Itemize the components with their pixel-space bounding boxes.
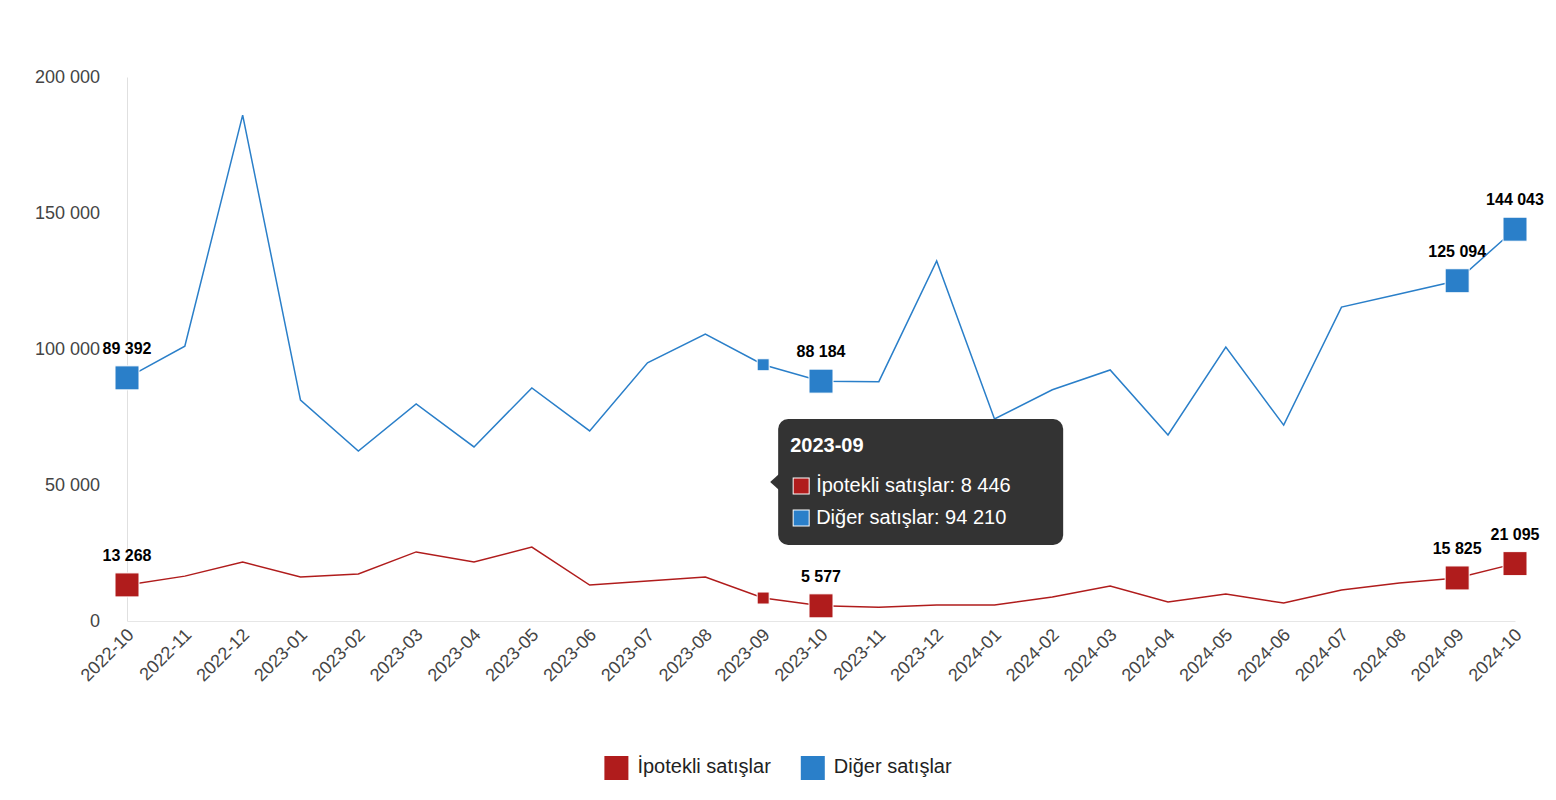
data-label: 21 095 bbox=[1491, 526, 1540, 543]
x-tick-label: 2024-04 bbox=[1118, 625, 1179, 686]
tooltip-line: İpotekli satışlar: 8 446 bbox=[816, 474, 1011, 496]
hover-marker[interactable] bbox=[757, 592, 769, 604]
x-tick: 2024-08 bbox=[1349, 621, 1410, 685]
point-marker[interactable] bbox=[115, 366, 139, 390]
x-tick-label: 2022-10 bbox=[77, 625, 138, 686]
legend-label: Diğer satışlar bbox=[834, 755, 952, 777]
x-tick-label: 2024-05 bbox=[1176, 625, 1237, 686]
x-tick: 2022-12 bbox=[192, 621, 253, 685]
x-tick-label: 2023-01 bbox=[250, 625, 311, 686]
x-tick-label: 2023-04 bbox=[424, 625, 485, 686]
y-tick: 200 000 bbox=[35, 67, 127, 87]
tooltip-box bbox=[778, 419, 1063, 545]
x-tick-label: 2023-07 bbox=[597, 625, 658, 686]
x-tick: 2022-10 bbox=[77, 621, 138, 685]
x-tick: 2022-11 bbox=[135, 621, 195, 684]
data-label: 88 184 bbox=[797, 343, 846, 360]
legend-item[interactable]: İpotekli satışlar bbox=[604, 755, 771, 780]
data-label: 5 577 bbox=[801, 568, 841, 585]
y-tick: 150 000 bbox=[35, 203, 127, 223]
x-tick: 2023-03 bbox=[366, 621, 427, 685]
x-tick: 2024-09 bbox=[1407, 621, 1468, 685]
y-tick-label: 50 000 bbox=[45, 475, 100, 495]
x-tick-label: 2022-12 bbox=[192, 625, 253, 686]
x-tick: 2023-12 bbox=[886, 621, 947, 685]
x-tick: 2023-02 bbox=[308, 621, 369, 685]
x-tick-label: 2024-09 bbox=[1407, 625, 1468, 686]
data-label: 125 094 bbox=[1428, 243, 1486, 260]
tooltip-swatch bbox=[793, 510, 809, 526]
x-tick: 2024-05 bbox=[1176, 621, 1237, 685]
y-tick-label: 200 000 bbox=[35, 67, 100, 87]
point-marker[interactable] bbox=[809, 369, 833, 393]
x-tick-label: 2023-02 bbox=[308, 625, 369, 686]
x-tick: 2023-01 bbox=[250, 621, 311, 685]
x-tick-label: 2024-08 bbox=[1349, 625, 1410, 686]
x-tick: 2024-10 bbox=[1465, 621, 1526, 685]
x-tick-label: 2024-07 bbox=[1291, 625, 1352, 686]
x-tick-label: 2023-03 bbox=[366, 625, 427, 686]
x-tick-label: 2023-12 bbox=[886, 625, 947, 686]
x-tick-label: 2023-10 bbox=[771, 625, 832, 686]
x-tick-label: 2023-08 bbox=[655, 625, 716, 686]
y-tick-label: 150 000 bbox=[35, 203, 100, 223]
x-tick: 2023-06 bbox=[539, 621, 600, 685]
point-marker[interactable] bbox=[1503, 217, 1527, 241]
y-tick-label: 0 bbox=[90, 611, 100, 631]
legend: İpotekli satışlar Diğer satışlar bbox=[604, 755, 952, 780]
x-tick-label: 2023-06 bbox=[539, 625, 600, 686]
point-marker[interactable] bbox=[809, 594, 833, 618]
x-tick: 2024-07 bbox=[1291, 621, 1352, 685]
x-tick-label: 2023-09 bbox=[713, 625, 774, 686]
x-tick-label: 2024-01 bbox=[944, 625, 1005, 686]
hover-marker[interactable] bbox=[757, 359, 769, 371]
chart: 050 000100 000150 000200 0002022-102022-… bbox=[0, 0, 1556, 800]
x-tick-label: 2023-05 bbox=[482, 625, 543, 686]
tooltip-line: Diğer satışlar: 94 210 bbox=[816, 506, 1006, 528]
x-axis-line bbox=[128, 621, 1516, 622]
x-tick-label: 2024-06 bbox=[1233, 625, 1294, 686]
x-tick: 2023-07 bbox=[597, 621, 658, 685]
data-label: 13 268 bbox=[103, 547, 152, 564]
x-axis: 2022-102022-112022-122023-012023-022023-… bbox=[77, 621, 1526, 685]
x-tick-label: 2022-11 bbox=[135, 625, 195, 685]
y-tick: 50 000 bbox=[45, 475, 127, 495]
x-tick: 2023-10 bbox=[771, 621, 832, 685]
point-marker[interactable] bbox=[1445, 269, 1469, 293]
point-marker[interactable] bbox=[115, 573, 139, 597]
x-tick-label: 2024-02 bbox=[1002, 625, 1063, 686]
x-tick-label: 2024-10 bbox=[1465, 625, 1526, 686]
tooltip-title: 2023-09 bbox=[790, 434, 863, 456]
x-tick-label: 2023-11 bbox=[829, 625, 889, 685]
x-tick-label: 2024-03 bbox=[1060, 625, 1121, 686]
x-tick: 2024-04 bbox=[1118, 621, 1179, 685]
point-marker[interactable] bbox=[1445, 566, 1469, 590]
x-tick: 2024-06 bbox=[1233, 621, 1294, 685]
data-label: 89 392 bbox=[103, 340, 152, 357]
x-tick: 2024-01 bbox=[944, 621, 1005, 685]
data-label: 144 043 bbox=[1486, 191, 1544, 208]
x-tick: 2024-02 bbox=[1002, 621, 1063, 685]
data-label: 15 825 bbox=[1433, 540, 1482, 557]
tooltip: 2023-09 İpotekli satışlar: 8 446 Diğer sat… bbox=[770, 419, 1063, 545]
x-tick: 2024-03 bbox=[1060, 621, 1121, 685]
legend-label: İpotekli satışlar bbox=[637, 755, 771, 777]
plot-area bbox=[115, 115, 1527, 618]
y-tick-label: 100 000 bbox=[35, 339, 100, 359]
point-marker[interactable] bbox=[1503, 552, 1527, 576]
legend-swatch bbox=[604, 756, 628, 780]
x-tick: 2023-08 bbox=[655, 621, 716, 685]
x-tick: 2023-05 bbox=[482, 621, 543, 685]
legend-item[interactable]: Diğer satışlar bbox=[801, 755, 952, 780]
x-tick: 2023-11 bbox=[829, 621, 889, 684]
x-tick: 2023-09 bbox=[713, 621, 774, 685]
data-labels: 89 392 88 184 125 094 144 043 13 268 5 577 15 … bbox=[103, 191, 1544, 585]
tooltip-swatch bbox=[793, 478, 809, 494]
series-line bbox=[127, 115, 1515, 451]
x-tick: 2023-04 bbox=[424, 621, 485, 685]
legend-swatch bbox=[801, 756, 825, 780]
